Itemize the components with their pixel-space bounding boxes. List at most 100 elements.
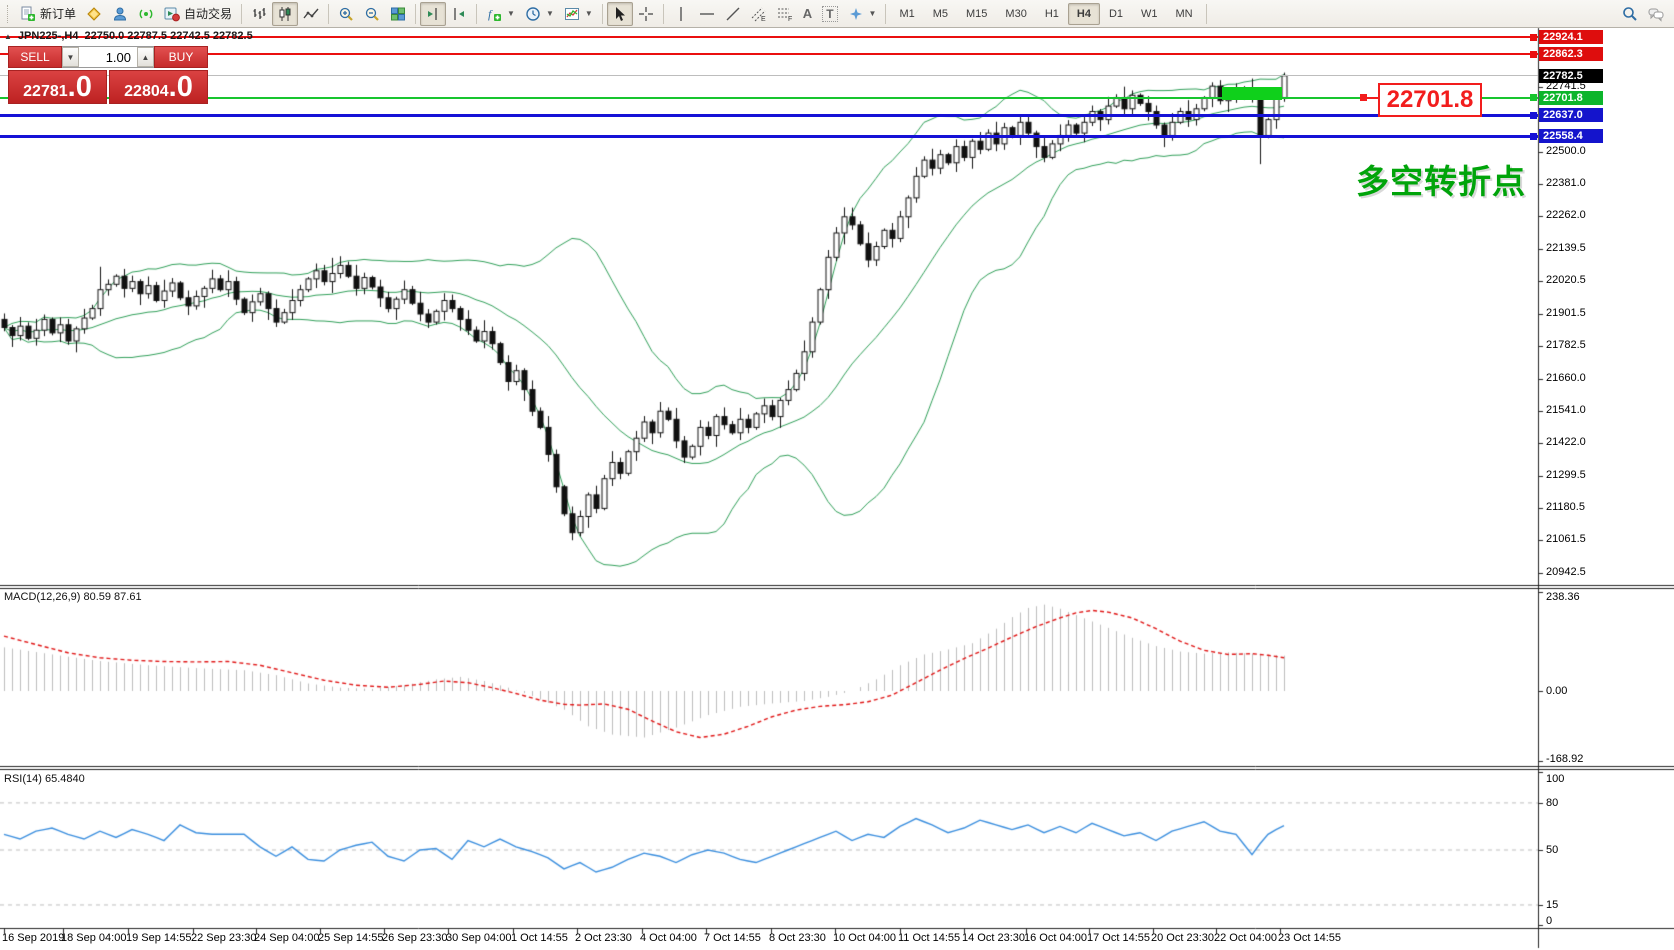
line-chart-button[interactable] <box>298 2 324 26</box>
search-icon[interactable] <box>1622 6 1638 22</box>
time-axis-label: 22 Oct 04:00 <box>1214 932 1277 944</box>
rsi-tick-label: 15 <box>1546 898 1559 911</box>
zoom-in-button[interactable] <box>333 2 359 26</box>
pivot-line[interactable] <box>0 96 1538 99</box>
auto-scroll-button[interactable] <box>446 2 472 26</box>
volume-stepper: ▼ ▲ <box>62 46 154 68</box>
price-tick-label: 22262.0 <box>1546 209 1586 222</box>
vertical-line-button[interactable] <box>668 2 694 26</box>
macd-tick-label: -168.92 <box>1546 753 1584 765</box>
sell-price-button[interactable]: 22781.0 <box>8 70 107 104</box>
arrows-button[interactable]: ▼ <box>843 2 882 26</box>
timeframe-mn-button[interactable]: MN <box>1175 7 1193 20</box>
cursor-button[interactable] <box>606 1 633 26</box>
price-level-tag: 22924.1 <box>1539 30 1603 45</box>
time-axis-label: 11 Oct 14:55 <box>898 932 961 944</box>
collapse-expand-icon[interactable]: ▲ <box>4 31 12 41</box>
timeframe-m5-button[interactable]: M5 <box>932 7 949 20</box>
resistance-line[interactable] <box>0 53 1538 56</box>
price-tick-label: 21180.5 <box>1546 501 1585 514</box>
new-order-button[interactable]: 新订单 <box>15 2 81 26</box>
highlight-box[interactable] <box>1221 86 1283 100</box>
price-tick-label: 22139.5 <box>1546 242 1586 255</box>
support-line[interactable] <box>0 134 1538 138</box>
autotrading-icon <box>164 7 180 21</box>
toolbar-drag-handle[interactable] <box>7 4 12 23</box>
crosshair-button[interactable] <box>633 2 659 26</box>
toolbar-separator <box>415 3 417 24</box>
buy-button[interactable]: BUY <box>154 46 208 68</box>
time-axis-label: 19 Sep 14:55 <box>126 932 192 944</box>
dropdown-caret-icon: ▼ <box>584 9 593 18</box>
resistance-line[interactable] <box>0 36 1538 39</box>
signals-button[interactable] <box>133 2 159 26</box>
templates-button[interactable]: ▼ <box>559 2 598 26</box>
text-button[interactable]: A <box>798 2 817 26</box>
level-anchor-marker <box>1530 94 1537 101</box>
time-axis-label: 17 Oct 14:55 <box>1087 932 1150 944</box>
volume-input[interactable] <box>79 47 137 67</box>
indicators-button[interactable]: f ▼ <box>481 2 520 26</box>
chart-shift-button[interactable] <box>420 1 447 26</box>
price-callout-box[interactable]: 22701.8 <box>1378 82 1482 117</box>
price-level-tag: 22637.0 <box>1539 108 1603 122</box>
price-tick-label: 21782.5 <box>1546 338 1586 351</box>
price-tick-label: 22500.0 <box>1546 145 1586 157</box>
macd-tick-label: 238.36 <box>1546 591 1580 603</box>
current-price-line[interactable] <box>0 75 1538 77</box>
price-level-tag: 22558.4 <box>1539 129 1603 144</box>
toolbar-separator <box>328 3 330 24</box>
chat-icon[interactable] <box>1648 6 1664 22</box>
toolbar-separator <box>662 3 664 24</box>
volume-increase-button[interactable]: ▲ <box>137 47 154 67</box>
text-label-button[interactable]: T <box>817 2 842 26</box>
timeframe-d1-button[interactable]: D1 <box>1108 7 1124 20</box>
sell-button[interactable]: SELL <box>8 46 62 68</box>
timeframe-h1-button[interactable]: H1 <box>1044 7 1059 20</box>
candle-chart-button[interactable] <box>272 1 299 26</box>
volume-decrease-button[interactable]: ▼ <box>62 47 79 67</box>
community-button[interactable] <box>107 2 133 26</box>
crosshair-icon <box>638 6 653 21</box>
signal-icon <box>139 8 153 19</box>
timeframe-w1-button[interactable]: W1 <box>1141 7 1158 20</box>
timeframe-m15-button[interactable]: M15 <box>966 7 988 20</box>
price-tick-label: 22020.5 <box>1546 274 1586 287</box>
buy-price-pips: .0 <box>168 71 193 103</box>
tile-windows-button[interactable] <box>385 2 411 26</box>
chart-note-annotation[interactable]: 多空转折点 <box>1356 163 1526 200</box>
trendline-button[interactable] <box>720 2 746 26</box>
time-axis-label: 23 Oct 14:55 <box>1278 932 1341 944</box>
support-line[interactable] <box>0 113 1538 117</box>
zoom-out-button[interactable] <box>359 2 385 26</box>
buy-price-button[interactable]: 22804.0 <box>109 70 208 104</box>
macd-indicator-label: MACD(12,26,9) 80.59 87.61 <box>4 591 142 603</box>
level-anchor-marker <box>1530 50 1537 58</box>
timeframe-m30-button[interactable]: M30 <box>1005 7 1027 20</box>
price-tick-label: 22741.5 <box>1546 79 1586 92</box>
time-axis-label: 20 Oct 23:30 <box>1151 932 1214 944</box>
price-tick-label: 22381.0 <box>1546 177 1586 190</box>
metaeditor-button[interactable] <box>81 2 107 26</box>
channel-button[interactable]: E <box>746 2 772 26</box>
bar-chart-icon <box>253 7 266 19</box>
toolbar-separator <box>1205 3 1207 24</box>
periods-button[interactable]: ▼ <box>520 2 559 26</box>
clock-icon <box>526 6 540 21</box>
autotrading-button[interactable]: 自动交易 <box>159 2 237 26</box>
rsi-tick-label: 0 <box>1546 915 1553 927</box>
timeframe-h4-button[interactable]: H4 <box>1067 2 1100 25</box>
callout-anchor-marker[interactable] <box>1360 94 1367 101</box>
fibonacci-button[interactable]: F <box>772 2 798 26</box>
price-tick-label: 21901.5 <box>1546 306 1586 319</box>
price-tick-label: 20942.5 <box>1546 565 1586 578</box>
fibonacci-icon: F <box>777 8 792 22</box>
bar-chart-button[interactable] <box>246 2 272 26</box>
level-anchor-marker <box>1530 33 1537 41</box>
horizontal-line-button[interactable] <box>694 2 720 26</box>
toolbar-separator <box>601 3 603 24</box>
timeframe-m1-button[interactable]: M1 <box>899 7 915 20</box>
time-axis-label: 25 Sep 14:55 <box>318 932 384 944</box>
